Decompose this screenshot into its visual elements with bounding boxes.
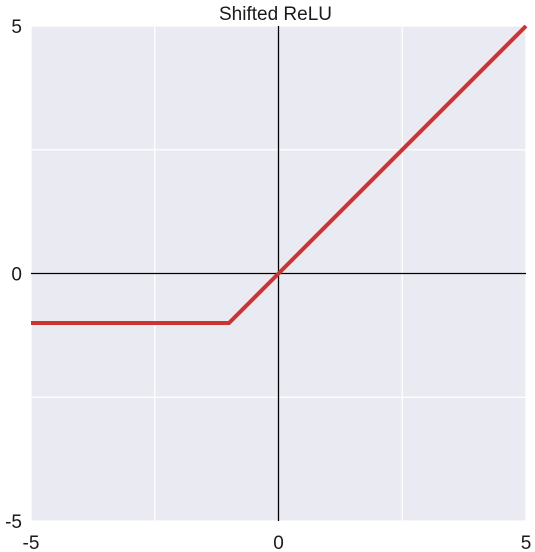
series-line-0	[31, 24, 528, 325]
series-layer	[31, 24, 528, 325]
chart-title: Shifted ReLU	[219, 4, 332, 25]
x-tick-label-1: 0	[273, 533, 284, 552]
tick-labels: -5 0 5 -5 0 5	[5, 17, 531, 552]
y-tick-label-0: -5	[5, 512, 22, 533]
x-tick-label-2: 5	[521, 533, 532, 552]
y-tick-label-2: 5	[11, 17, 22, 38]
y-tick-label-1: 0	[11, 265, 22, 286]
x-tick-label-0: -5	[23, 533, 40, 552]
